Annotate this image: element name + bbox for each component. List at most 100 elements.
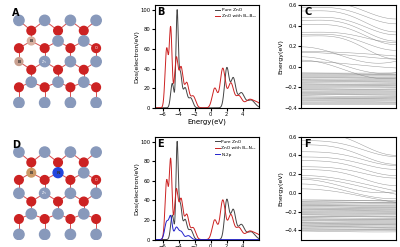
- Circle shape: [53, 168, 63, 178]
- ZnO with B₀-Bₒₙ: [207, 104, 212, 107]
- Legend: Pure ZnO, ZnO with B₀-Bₒₙ: Pure ZnO, ZnO with B₀-Bₒₙ: [214, 7, 257, 19]
- Text: C: C: [304, 7, 311, 17]
- Circle shape: [80, 197, 88, 206]
- Pure ZnO: [152, 106, 157, 109]
- Circle shape: [65, 229, 76, 240]
- Circle shape: [40, 188, 50, 198]
- Y-axis label: Energy(eV): Energy(eV): [278, 39, 283, 74]
- Circle shape: [40, 15, 50, 25]
- Text: Zn: Zn: [42, 191, 47, 195]
- Circle shape: [91, 229, 101, 240]
- Circle shape: [66, 176, 75, 184]
- Circle shape: [80, 65, 88, 74]
- Circle shape: [92, 83, 100, 92]
- Pure ZnO: [152, 238, 157, 241]
- Line: Pure ZnO: Pure ZnO: [155, 10, 267, 108]
- ZnO with B₀-Bₒₙ: [158, 106, 163, 109]
- N-2p: [261, 238, 266, 241]
- N-2p: [241, 238, 246, 241]
- Circle shape: [91, 56, 101, 67]
- Circle shape: [54, 158, 62, 167]
- ZnO with B₀-Nₒₙ: [168, 157, 173, 160]
- Circle shape: [80, 26, 88, 35]
- Circle shape: [66, 83, 75, 92]
- ZnO with B₀-Bₒₙ: [261, 105, 266, 108]
- ZnO with B₀-Bₒₙ: [168, 25, 173, 28]
- Circle shape: [65, 15, 76, 25]
- ZnO with B₀-Nₒₙ: [207, 236, 212, 239]
- Circle shape: [40, 176, 49, 184]
- N-2p: [207, 238, 212, 241]
- Text: A: A: [12, 8, 19, 18]
- Line: ZnO with B₀-Bₒₙ: ZnO with B₀-Bₒₙ: [155, 26, 267, 108]
- Pure ZnO: [241, 225, 246, 227]
- Circle shape: [54, 26, 62, 35]
- Pure ZnO: [175, 140, 180, 143]
- Text: B: B: [30, 171, 33, 175]
- Circle shape: [26, 209, 36, 219]
- Circle shape: [15, 215, 23, 223]
- Circle shape: [15, 83, 23, 92]
- Pure ZnO: [158, 106, 163, 109]
- Pure ZnO: [204, 238, 209, 241]
- Pure ZnO: [261, 238, 266, 241]
- ZnO with B₀-Nₒₙ: [264, 238, 269, 241]
- Circle shape: [92, 176, 100, 184]
- Circle shape: [14, 188, 24, 198]
- Circle shape: [14, 15, 24, 25]
- Circle shape: [27, 168, 36, 177]
- N-2p: [152, 238, 157, 241]
- Text: E: E: [157, 139, 163, 149]
- ZnO with B₀-Nₒₙ: [261, 237, 266, 240]
- Circle shape: [91, 15, 101, 25]
- ZnO with B₀-Bₒₙ: [204, 106, 209, 109]
- Circle shape: [40, 229, 50, 240]
- Text: B: B: [17, 60, 20, 63]
- ZnO with B₀-Bₒₙ: [152, 106, 157, 109]
- Circle shape: [14, 147, 24, 157]
- X-axis label: Energy(eV): Energy(eV): [187, 118, 226, 125]
- N-2p: [204, 238, 209, 241]
- ZnO with B₀-Bₒₙ: [241, 99, 246, 102]
- Circle shape: [27, 65, 36, 74]
- Circle shape: [40, 56, 50, 67]
- Circle shape: [27, 158, 36, 167]
- Circle shape: [91, 98, 101, 108]
- Pure ZnO: [207, 238, 212, 241]
- Circle shape: [40, 215, 49, 223]
- Circle shape: [40, 98, 50, 108]
- Pure ZnO: [264, 238, 269, 241]
- N-2p: [264, 238, 269, 241]
- Pure ZnO: [207, 106, 212, 109]
- Circle shape: [15, 176, 23, 184]
- Pure ZnO: [175, 8, 180, 11]
- Circle shape: [40, 44, 49, 53]
- Circle shape: [66, 44, 75, 53]
- Circle shape: [80, 158, 88, 167]
- Circle shape: [92, 215, 100, 223]
- N-2p: [158, 238, 163, 241]
- Circle shape: [65, 147, 76, 157]
- Text: O: O: [95, 178, 98, 182]
- N-2p: [168, 214, 173, 217]
- Circle shape: [26, 77, 36, 87]
- Circle shape: [14, 229, 24, 240]
- Legend: Pure ZnO, ZnO with B₀-Nₒₙ, N-2p: Pure ZnO, ZnO with B₀-Nₒₙ, N-2p: [214, 139, 257, 157]
- Line: Pure ZnO: Pure ZnO: [155, 141, 267, 240]
- Y-axis label: Energy(eV): Energy(eV): [278, 171, 283, 206]
- Circle shape: [65, 56, 76, 67]
- Circle shape: [27, 26, 36, 35]
- Pure ZnO: [261, 238, 266, 241]
- Pure ZnO: [241, 93, 246, 96]
- Pure ZnO: [204, 106, 209, 109]
- Text: N: N: [56, 171, 60, 175]
- ZnO with B₀-Nₒₙ: [152, 238, 157, 241]
- Circle shape: [27, 37, 35, 45]
- Circle shape: [27, 197, 36, 206]
- Circle shape: [91, 147, 101, 157]
- Circle shape: [53, 36, 63, 46]
- Circle shape: [66, 215, 75, 223]
- Pure ZnO: [158, 238, 163, 241]
- Pure ZnO: [261, 106, 266, 109]
- Circle shape: [40, 147, 50, 157]
